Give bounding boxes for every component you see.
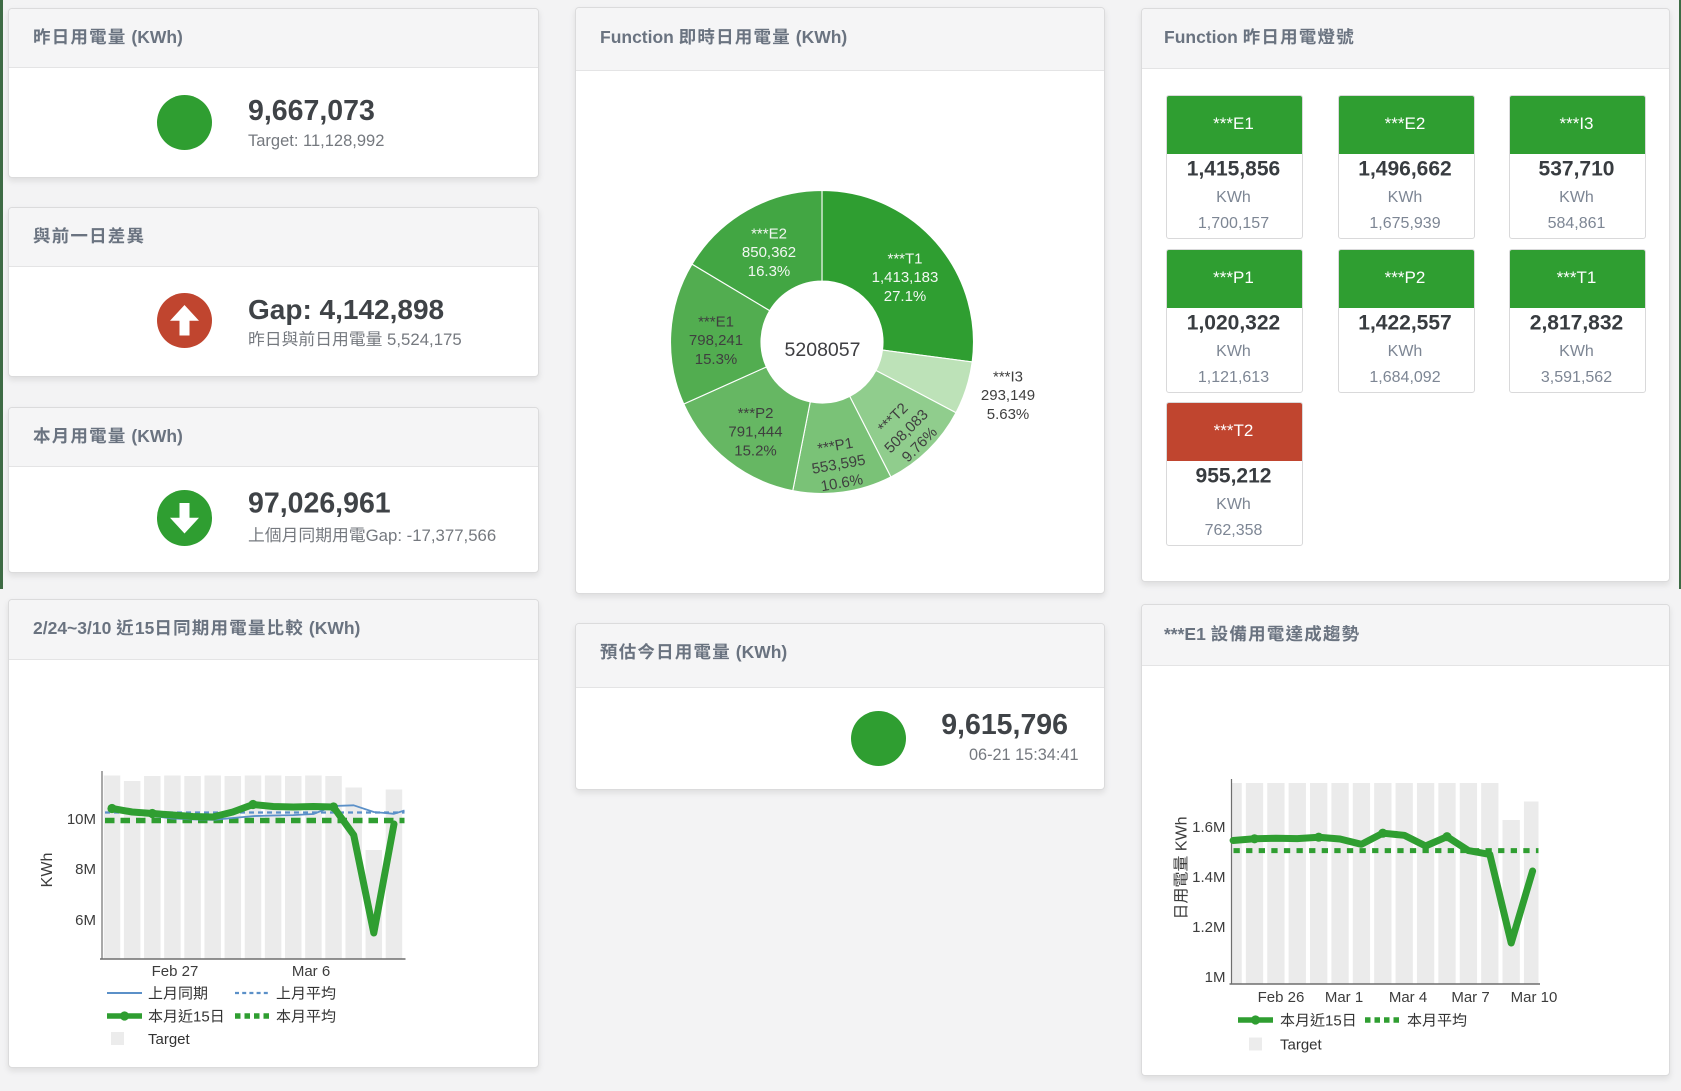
svg-text:955,212: 955,212 (1196, 465, 1272, 488)
svg-text:1.2M: 1.2M (1192, 919, 1225, 936)
svg-text:Mar 7: Mar 7 (1451, 989, 1489, 1006)
svg-text:2/24~3/10: 2/24~3/10 (33, 618, 116, 638)
svg-text:9,615,796: 9,615,796 (941, 709, 1068, 741)
svg-text:***P1: ***P1 (816, 435, 854, 458)
svg-text:16.3%: 16.3% (748, 263, 791, 280)
svg-text:1,415,856: 1,415,856 (1187, 158, 1280, 181)
svg-text:KWh: KWh (1216, 343, 1251, 360)
svg-text:Mar 10: Mar 10 (1511, 989, 1558, 1006)
svg-text:1,422,557: 1,422,557 (1358, 312, 1451, 335)
svg-text:***E1: ***E1 (1164, 624, 1211, 644)
svg-text:10M: 10M (67, 811, 96, 828)
svg-text:***E2: ***E2 (751, 225, 787, 242)
svg-text:KWh: KWh (1388, 189, 1423, 206)
svg-text:Target: Target (1280, 1037, 1323, 1054)
svg-text:KWh: KWh (1216, 189, 1251, 206)
svg-text:Gap: -17,377,566: Gap: -17,377,566 (366, 526, 497, 545)
svg-text:762,358: 762,358 (1205, 522, 1263, 539)
svg-text:KWh: KWh (1559, 189, 1594, 206)
svg-text:(KWh): (KWh) (791, 27, 847, 47)
svg-text:791,444: 791,444 (728, 424, 782, 441)
svg-text:1,684,092: 1,684,092 (1369, 369, 1440, 386)
svg-text:584,861: 584,861 (1548, 215, 1606, 232)
svg-text:1,675,939: 1,675,939 (1369, 215, 1440, 232)
svg-text:5.63%: 5.63% (987, 406, 1030, 423)
svg-text:Target: Target (148, 1031, 191, 1048)
svg-text:***E2: ***E2 (1385, 114, 1426, 133)
svg-text:15.2%: 15.2% (734, 443, 777, 460)
svg-text:Function: Function (1164, 27, 1243, 47)
svg-text:3,591,562: 3,591,562 (1541, 369, 1612, 386)
svg-text:1M: 1M (1205, 969, 1226, 986)
svg-text:27.1%: 27.1% (884, 288, 927, 305)
svg-text:1,121,613: 1,121,613 (1198, 369, 1269, 386)
svg-text:***T1: ***T1 (1557, 268, 1597, 287)
svg-text:***E1: ***E1 (1213, 114, 1254, 133)
svg-text:850,362: 850,362 (742, 244, 796, 261)
svg-text:KWh: KWh (1216, 496, 1251, 513)
svg-text:KWh: KWh (1559, 343, 1594, 360)
svg-text:***P2: ***P2 (1385, 268, 1426, 287)
svg-text:1,413,183: 1,413,183 (872, 269, 939, 286)
svg-text:Mar 1: Mar 1 (1325, 989, 1363, 1006)
svg-text:(KWh): (KWh) (304, 618, 360, 638)
svg-text:***T2: ***T2 (1214, 421, 1254, 440)
svg-text:***E1: ***E1 (698, 313, 734, 330)
svg-text:798,241: 798,241 (689, 332, 743, 349)
svg-text:15.3%: 15.3% (695, 351, 738, 368)
svg-text:KWh: KWh (39, 853, 56, 888)
svg-text:Function: Function (600, 27, 679, 47)
svg-text:***P2: ***P2 (738, 405, 774, 422)
svg-text:(KWh): (KWh) (127, 27, 183, 47)
svg-text:1.4M: 1.4M (1192, 869, 1225, 886)
svg-text:Mar 6: Mar 6 (292, 963, 330, 980)
svg-text:(KWh): (KWh) (127, 426, 183, 446)
svg-text:6M: 6M (75, 912, 96, 929)
svg-text:Feb 26: Feb 26 (1258, 989, 1305, 1006)
svg-text:15: 15 (193, 1009, 210, 1026)
svg-text:Gap: 4,142,898: Gap: 4,142,898 (248, 294, 444, 325)
svg-text:9,667,073: 9,667,073 (248, 95, 375, 127)
svg-text:8M: 8M (75, 861, 96, 878)
svg-text:***T1: ***T1 (887, 250, 922, 267)
svg-text:15: 15 (1325, 1013, 1342, 1030)
svg-text:1,020,322: 1,020,322 (1187, 312, 1280, 335)
svg-text:06-21 15:34:41: 06-21 15:34:41 (969, 746, 1079, 764)
svg-text:KWh: KWh (1388, 343, 1423, 360)
svg-text:***I3: ***I3 (1559, 114, 1593, 133)
svg-text:15: 15 (135, 618, 155, 638)
svg-text:***I3: ***I3 (993, 368, 1023, 385)
svg-text:Feb 27: Feb 27 (152, 963, 199, 980)
svg-text:5208057: 5208057 (785, 339, 861, 361)
svg-text:2,817,832: 2,817,832 (1530, 312, 1623, 335)
svg-text:537,710: 537,710 (1539, 158, 1615, 181)
svg-text:97,026,961: 97,026,961 (248, 488, 391, 520)
svg-text:293,149: 293,149 (981, 387, 1035, 404)
svg-text:***P1: ***P1 (1213, 268, 1254, 287)
svg-text:Mar 4: Mar 4 (1389, 989, 1427, 1006)
svg-text:5,524,175: 5,524,175 (382, 330, 461, 349)
svg-text:1,496,662: 1,496,662 (1358, 158, 1451, 181)
svg-text:(KWh): (KWh) (731, 642, 787, 662)
svg-text:Target: 11,128,992: Target: 11,128,992 (248, 132, 384, 150)
svg-text:1,700,157: 1,700,157 (1198, 215, 1269, 232)
svg-text:KWh: KWh (1174, 816, 1191, 855)
svg-text:1.6M: 1.6M (1192, 819, 1225, 836)
